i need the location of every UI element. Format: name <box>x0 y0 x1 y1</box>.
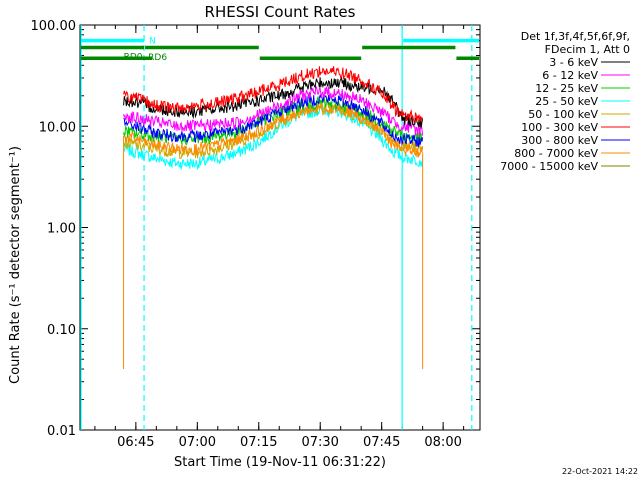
data-series <box>123 66 424 370</box>
series-line-3-6keV <box>123 76 424 128</box>
y-tick-label: 10.00 <box>39 120 76 135</box>
legend-entry: 7000 - 15000 keV <box>500 160 598 173</box>
series-line-100-300keV <box>123 66 424 125</box>
series-line-6-12keV <box>123 85 424 137</box>
x-tick-label: 08:00 <box>424 435 461 450</box>
x-tick-label: 06:45 <box>117 435 154 450</box>
legend-entry: 12 - 25 keV <box>535 82 598 95</box>
y-tick-label: 0.01 <box>47 424 76 439</box>
x-tick-label: 07:15 <box>240 435 277 450</box>
legend-header: Det 1f,3f,4f,5f,6f,9f, <box>521 30 630 43</box>
y-tick-label: 1.00 <box>47 222 76 237</box>
y-tick-label: 0.10 <box>47 323 76 338</box>
legend-entry: 25 - 50 keV <box>535 95 598 108</box>
chart-title: RHESSI Count Rates <box>205 3 356 21</box>
series-line-300-800keV <box>123 93 424 148</box>
footer-date: 22-Oct-2021 14:22 <box>562 467 638 476</box>
x-tick-label: 07:00 <box>179 435 216 450</box>
legend-entry: 800 - 7000 keV <box>514 147 598 160</box>
legend: Det 1f,3f,4f,5f,6f,9f,FDecim 1, Att 03 -… <box>500 30 630 173</box>
legend-entry: 6 - 12 keV <box>542 69 598 82</box>
annotation-bars: NRD0RD6 <box>81 37 479 63</box>
annotation-bar-label: N <box>149 37 156 47</box>
time-markers <box>80 25 473 430</box>
legend-entry: 3 - 6 keV <box>549 56 598 69</box>
annotation-bar-label: RD6 <box>148 53 167 63</box>
x-axis-label: Start Time (19-Nov-11 06:31:22) <box>174 455 386 470</box>
x-axis: 06:45 07:00 07:15 07:30 07:45 08:00 <box>94 25 465 450</box>
x-tick-label: 07:45 <box>363 435 400 450</box>
legend-header: FDecim 1, Att 0 <box>545 43 630 56</box>
legend-entry: 100 - 300 keV <box>521 121 598 134</box>
y-tick-label: 100.00 <box>31 19 77 34</box>
legend-entry: 300 - 800 keV <box>521 134 598 147</box>
x-tick-label: 07:30 <box>301 435 338 450</box>
y-axis-label: Count Rate (s⁻¹ detector segment⁻¹) <box>8 146 23 384</box>
legend-entry: 50 - 100 keV <box>528 108 598 121</box>
y-axis: 0.01 0.10 1.00 10.00 100.00 <box>31 19 480 439</box>
